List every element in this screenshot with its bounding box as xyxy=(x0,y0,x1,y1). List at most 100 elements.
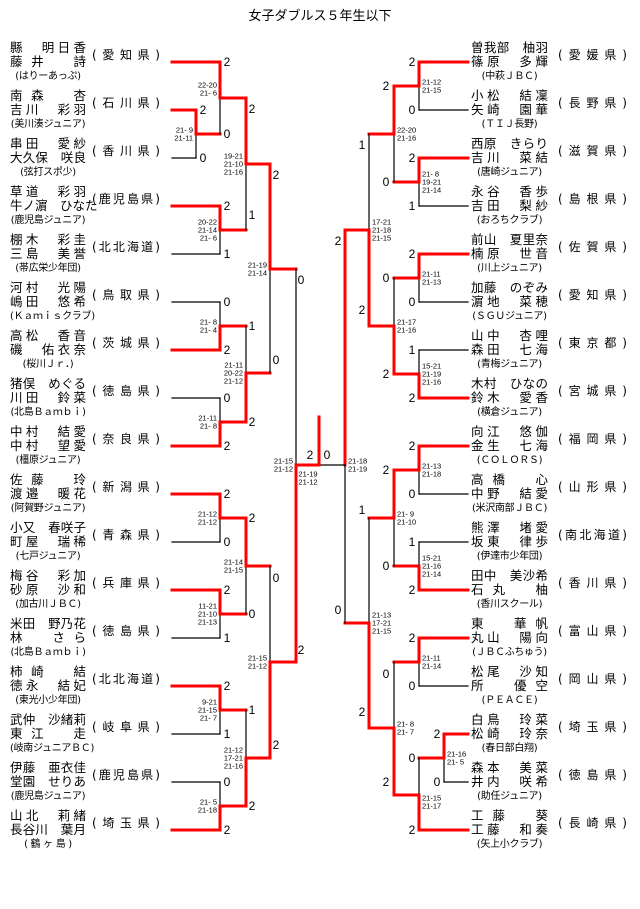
page-title: 女子ダブルス５年生以下 xyxy=(248,9,392,24)
match-score: 1 xyxy=(249,703,256,717)
match-score: 2 xyxy=(224,199,231,213)
prefecture: (茨城県) xyxy=(92,336,160,350)
prefecture: (岐阜県) xyxy=(92,720,160,734)
game-score: 21- 6 xyxy=(200,234,217,243)
game-score: 21-13 xyxy=(372,611,391,620)
game-score: 15-21 xyxy=(422,554,441,563)
left-team-10: 小又 春咲子 町屋 瑞稀 (七戸ジュニア) xyxy=(10,521,86,565)
prefecture: (埼玉県) xyxy=(558,720,627,734)
game-score: 21-18 xyxy=(372,226,391,235)
player-name: 吉川 菜結 xyxy=(471,150,548,165)
prefecture: (長崎県) xyxy=(558,816,627,830)
club-name: (阿賀野ジュニア) xyxy=(10,503,86,514)
player-name: 三島 美誉 xyxy=(10,246,86,261)
game-score: 21-11 xyxy=(422,654,441,663)
game-score: 21-13 xyxy=(198,618,217,627)
game-score: 21-16 xyxy=(397,134,416,143)
match-score: 2 xyxy=(224,55,231,69)
match-score: 2 xyxy=(409,823,416,837)
club-name: (鹿児島ジュニア) xyxy=(10,215,86,226)
game-score: 19-21 xyxy=(422,178,441,187)
game-score: 21-18 xyxy=(422,470,441,479)
player-name: 柿崎 結 xyxy=(10,664,86,679)
match-score: 0 xyxy=(383,559,390,573)
match-score: 0 xyxy=(224,775,231,789)
club-name: (ＴＩＪ長野) xyxy=(481,119,538,130)
club-name: (加古川ＪＢＣ) xyxy=(15,599,81,610)
player-name: 山中 杏哩 xyxy=(471,328,548,343)
match-score: 2 xyxy=(298,643,305,657)
game-score: 21- 8 xyxy=(422,170,439,179)
left-team-5: 河村 光陽 嶋田 悠希 (Ｋａｍｉｓクラブ) xyxy=(10,281,95,325)
right-team-7: 木村 ひなの 鈴木 愛香 (横倉ジュニア) xyxy=(471,377,548,421)
club-name: (帯広栄少年団) xyxy=(15,263,81,274)
club-name: (春日部白翔) xyxy=(481,743,538,754)
prefecture: (鹿児島県) xyxy=(92,768,160,782)
game-score: 9-21 xyxy=(202,698,217,707)
left-team-13: 柿崎 結徳永 結妃 (東光小少年団) xyxy=(10,665,86,709)
prefecture: (徳島県) xyxy=(92,384,160,398)
player-name: 向江 悠伽 xyxy=(471,424,548,439)
match-score: 2 xyxy=(249,415,256,429)
prefecture: (東京都) xyxy=(558,336,627,350)
match-score: 0 xyxy=(409,487,416,501)
game-score: 21-10 xyxy=(198,610,217,619)
match-score: 1 xyxy=(224,631,231,645)
club-name: (桜川Ｊｒ．) xyxy=(22,359,74,370)
club-name: (美川湊ジュニア) xyxy=(10,119,86,130)
prefecture: (兵庫県) xyxy=(92,576,160,590)
right-team-8: 向江 悠伽 金生 七海 (ＣＯＬＯＲＳ) xyxy=(471,425,548,469)
game-score: 21- 4 xyxy=(200,326,217,335)
match-score: 0 xyxy=(434,775,441,789)
game-score: 21-13 xyxy=(422,462,441,471)
player-name: 西原 きらり xyxy=(471,136,548,151)
right-team-15: 森本 美菜 井内 咲希 (助任ジュニア) xyxy=(471,761,548,805)
game-score: 21-16 xyxy=(447,750,466,759)
game-score: 21-12 xyxy=(274,465,293,474)
game-score: 21-15 xyxy=(224,566,243,575)
game-score: 21-12 xyxy=(422,78,441,87)
match-score: 2 xyxy=(249,799,256,813)
match-score: 2 xyxy=(383,775,390,789)
match-score: 0 xyxy=(224,295,231,309)
player-name: 大久保 咲良 xyxy=(10,150,86,165)
game-score: 21-12 xyxy=(224,377,243,386)
player-name: 工藤 葵 xyxy=(471,808,548,823)
match-score: 2 xyxy=(383,367,390,381)
left-team-8: 中村 結愛 中村 望愛 (橿原ジュニア) xyxy=(10,425,86,469)
game-score: 22-20 xyxy=(198,81,217,90)
player-name: 中村 結愛 xyxy=(10,424,86,439)
game-score: 21- 9 xyxy=(397,510,414,519)
game-score: 21-14 xyxy=(248,269,267,278)
club-name: (青梅ジュニア) xyxy=(477,359,542,370)
game-score: 21-14 xyxy=(422,570,441,579)
final-score: 2 xyxy=(307,448,314,462)
right-team-2: 西原 きらり 吉川 菜結 (唐崎ジュニア) xyxy=(471,137,548,181)
player-name: 小又 春咲子 xyxy=(10,520,86,535)
match-score: 0 xyxy=(409,751,416,765)
game-score: 21-11 xyxy=(198,414,217,423)
prefecture: (富山県) xyxy=(558,624,627,638)
prefecture: (鳥取県) xyxy=(92,288,160,302)
player-name: 小松 結凜 xyxy=(471,88,548,103)
game-score: 21-13 xyxy=(422,278,441,287)
game-score: 21-15 xyxy=(372,234,391,243)
right-team-9: 高橋 心中野 結愛 (米沢南部ＪＢＣ) xyxy=(471,473,548,517)
match-score: 2 xyxy=(224,583,231,597)
final-game-score: 21-12 xyxy=(298,478,317,487)
prefecture: (南北海道) xyxy=(558,528,627,542)
player-name: 坂東 律歩 xyxy=(471,534,548,549)
game-score: 21-15 xyxy=(422,86,441,95)
match-score: 1 xyxy=(249,319,256,333)
right-team-16: 工藤 葵工藤 和奏 (矢上小クラブ) xyxy=(471,809,548,853)
match-score: 2 xyxy=(409,583,416,597)
player-name: 篠原 多輝 xyxy=(471,54,548,69)
player-name: 松尾 沙知 xyxy=(471,664,548,679)
club-name: (北島Ｂａｍｂｉ) xyxy=(10,647,86,658)
right-team-12: 東 華帆 丸山 陽向 (ＪＢＣふちゅう) xyxy=(471,617,548,661)
right-team-6: 山中 杏哩 森田 七海 (青梅ジュニア) xyxy=(471,329,548,373)
left-team-6: 高松 香音磯 佑衣奈 (桜川Ｊｒ．) xyxy=(10,329,86,373)
match-score: 2 xyxy=(409,439,416,453)
player-name: 藤井 詩 xyxy=(10,54,86,69)
player-name: 徳永 結妃 xyxy=(10,678,86,693)
